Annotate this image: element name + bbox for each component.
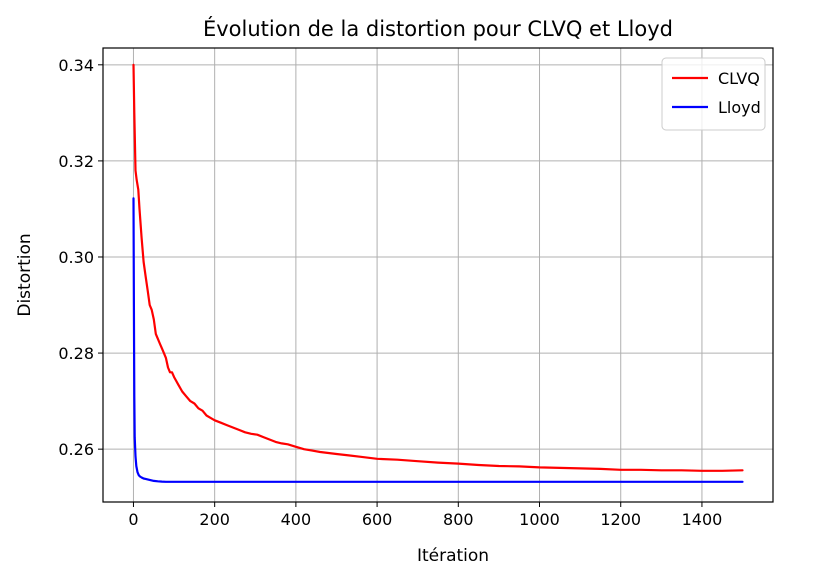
series-lines bbox=[132, 63, 744, 483]
x-axis: 0 200 400 600 800 1000 1200 1400 bbox=[128, 502, 722, 529]
legend-box bbox=[661, 57, 766, 131]
series-line-clvq bbox=[132, 63, 744, 472]
grid bbox=[103, 48, 773, 502]
x-tick-label: 800 bbox=[443, 510, 474, 529]
y-axis-label: Distortion bbox=[15, 233, 35, 316]
y-tick-label: 0.32 bbox=[58, 152, 94, 171]
y-tick-label: 0.34 bbox=[58, 56, 94, 75]
x-tick-label: 600 bbox=[362, 510, 393, 529]
legend-label-lloyd: Lloyd bbox=[718, 98, 761, 117]
y-tick-label: 0.30 bbox=[58, 248, 94, 267]
y-tick-label: 0.26 bbox=[58, 440, 94, 459]
series-line-lloyd bbox=[132, 197, 744, 483]
x-tick-label: 1000 bbox=[519, 510, 560, 529]
x-tick-label: 200 bbox=[199, 510, 230, 529]
legend-label-clvq: CLVQ bbox=[718, 69, 760, 88]
chart-title: Évolution de la distortion pour CLVQ et … bbox=[203, 16, 673, 41]
plot-frame bbox=[102, 47, 774, 503]
y-tick-label: 0.28 bbox=[58, 344, 94, 363]
x-tick-label: 1400 bbox=[682, 510, 723, 529]
legend: CLVQ Lloyd bbox=[661, 57, 766, 131]
x-tick-label: 0 bbox=[128, 510, 138, 529]
y-axis: 0.26 0.28 0.30 0.32 0.34 bbox=[58, 56, 103, 459]
x-tick-label: 1200 bbox=[600, 510, 641, 529]
x-axis-label: Itération bbox=[417, 546, 489, 566]
x-tick-label: 400 bbox=[281, 510, 312, 529]
